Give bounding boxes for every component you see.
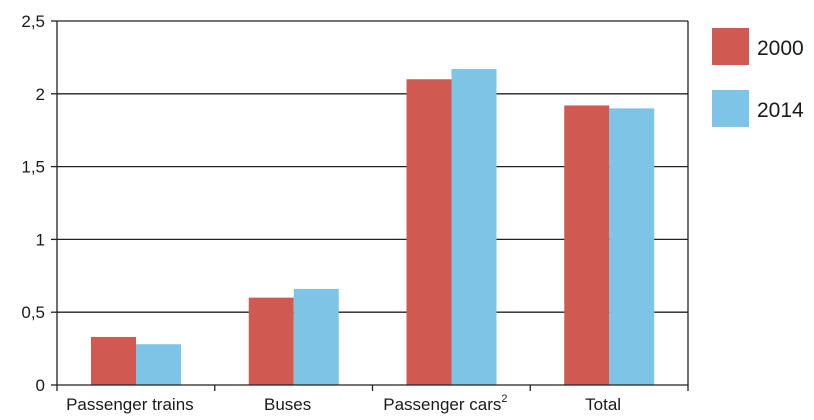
bar-2014-2 bbox=[452, 69, 497, 385]
bar-2014-3 bbox=[609, 108, 654, 385]
y-tick-label: 1 bbox=[36, 230, 45, 249]
bar-2014-1 bbox=[294, 289, 339, 385]
bar-2000-3 bbox=[564, 105, 609, 385]
legend-label-2000: 2000 bbox=[757, 37, 804, 60]
bar-2000-1 bbox=[249, 298, 294, 385]
y-tick-label: 2,5 bbox=[21, 12, 45, 31]
x-category-label: Passenger trains bbox=[66, 395, 194, 414]
bars bbox=[91, 69, 654, 385]
bar-2014-0 bbox=[136, 344, 181, 385]
x-category-label: Total bbox=[585, 395, 621, 414]
legend-swatch-2000 bbox=[712, 28, 749, 65]
x-axis-categories: Passenger trains Buses Passenger cars2 Tota… bbox=[57, 385, 688, 414]
x-category-label: Passenger cars2 bbox=[383, 393, 507, 414]
bar-2000-2 bbox=[407, 79, 452, 385]
y-tick-label: 1,5 bbox=[21, 158, 45, 177]
bar-2000-0 bbox=[91, 337, 136, 385]
legend-label-2014: 2014 bbox=[757, 99, 804, 122]
y-axis-ticks: 0 0,5 1 1,5 2 2,5 bbox=[21, 12, 57, 395]
y-tick-label: 0,5 bbox=[21, 303, 45, 322]
legend: 2000 2014 bbox=[712, 28, 804, 127]
y-tick-label: 2 bbox=[36, 85, 45, 104]
x-category-label: Buses bbox=[264, 395, 311, 414]
y-tick-label: 0 bbox=[36, 376, 45, 395]
legend-swatch-2014 bbox=[712, 90, 749, 127]
